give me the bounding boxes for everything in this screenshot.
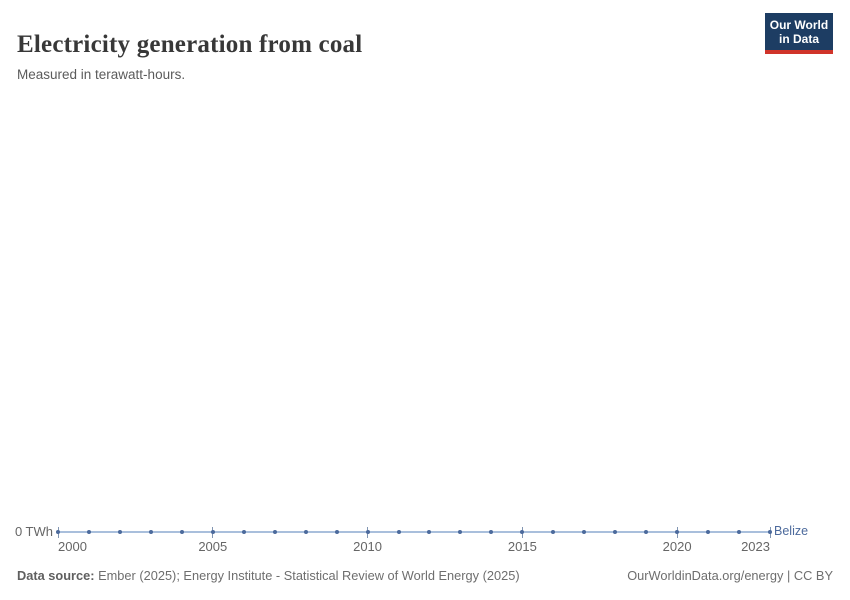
data-point-marker	[737, 530, 742, 534]
data-point-marker	[148, 530, 153, 534]
data-point-marker	[334, 530, 339, 534]
data-point-marker	[582, 530, 587, 534]
data-point-marker	[613, 530, 618, 534]
data-point-marker	[86, 530, 91, 534]
data-point-marker	[489, 530, 494, 534]
data-point-marker	[644, 530, 649, 534]
data-point-marker	[210, 530, 215, 534]
data-point-marker	[117, 530, 122, 534]
x-axis-tick-label: 2005	[198, 539, 228, 554]
data-point-marker	[706, 530, 711, 534]
data-source-text: Ember (2025); Energy Institute - Statist…	[94, 568, 520, 583]
data-point-marker	[768, 530, 772, 534]
data-point-marker	[458, 530, 463, 534]
data-point-marker	[396, 530, 401, 534]
data-point-marker	[56, 530, 60, 534]
x-axis-tick-label: 2015	[507, 539, 537, 554]
data-source-note[interactable]: Data source: Ember (2025); Energy Instit…	[17, 567, 520, 584]
x-axis-tick-label: 2023	[741, 539, 770, 554]
series-line-belize	[58, 531, 770, 533]
data-point-marker	[520, 530, 525, 534]
data-point-marker	[551, 530, 556, 534]
series-entity-label[interactable]: Belize	[774, 524, 809, 538]
data-point-marker	[365, 530, 370, 534]
data-point-marker	[241, 530, 246, 534]
page-title: Electricity generation from coal	[17, 30, 363, 58]
owid-logo-text-line1: Our World	[769, 17, 829, 32]
x-axis-tick-label: 2000	[58, 539, 87, 554]
owid-logo[interactable]: Our World in Data	[765, 13, 833, 54]
chart-footer: Data source: Ember (2025); Energy Instit…	[17, 567, 833, 584]
y-axis-tick-label: 0 TWh	[14, 524, 53, 539]
data-point-marker	[272, 530, 277, 534]
data-point-marker	[427, 530, 432, 534]
x-axis-tick-label: 2010	[353, 539, 383, 554]
data-point-marker	[179, 530, 184, 534]
owid-logo-text-line2: in Data	[778, 31, 819, 46]
data-source-label: Data source:	[17, 568, 95, 583]
data-point-marker	[303, 530, 308, 534]
data-point-marker	[675, 530, 680, 534]
x-axis-tick-label: 2020	[662, 539, 692, 554]
chart-subtitle: Measured in terawatt-hours.	[17, 66, 186, 82]
license-link[interactable]: OurWorldinData.org/energy | CC BY	[627, 568, 833, 583]
